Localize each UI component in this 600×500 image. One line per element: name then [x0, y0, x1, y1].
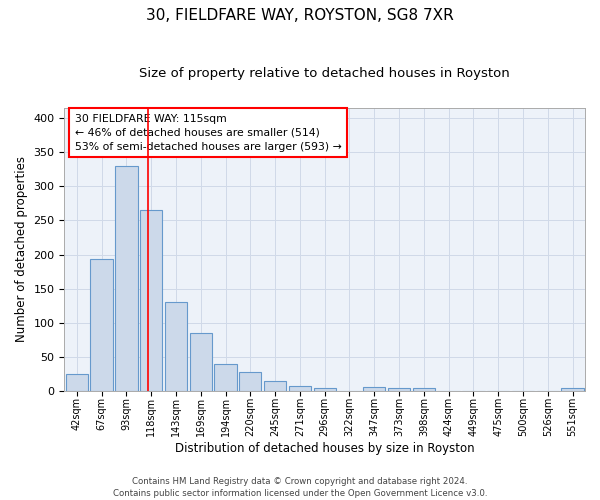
- Bar: [140, 210, 163, 391]
- Bar: [190, 333, 212, 391]
- Bar: [65, 374, 88, 391]
- X-axis label: Distribution of detached houses by size in Royston: Distribution of detached houses by size …: [175, 442, 475, 455]
- Bar: [264, 380, 286, 391]
- Bar: [562, 388, 584, 391]
- Text: 30 FIELDFARE WAY: 115sqm
← 46% of detached houses are smaller (514)
53% of semi-: 30 FIELDFARE WAY: 115sqm ← 46% of detach…: [75, 114, 341, 152]
- Title: Size of property relative to detached houses in Royston: Size of property relative to detached ho…: [139, 68, 510, 80]
- Text: 30, FIELDFARE WAY, ROYSTON, SG8 7XR: 30, FIELDFARE WAY, ROYSTON, SG8 7XR: [146, 8, 454, 22]
- Bar: [363, 388, 385, 391]
- Bar: [239, 372, 262, 391]
- Text: Contains HM Land Registry data © Crown copyright and database right 2024.
Contai: Contains HM Land Registry data © Crown c…: [113, 476, 487, 498]
- Bar: [214, 364, 236, 391]
- Bar: [289, 386, 311, 391]
- Bar: [165, 302, 187, 391]
- Bar: [91, 260, 113, 391]
- Bar: [314, 388, 336, 391]
- Bar: [413, 388, 435, 391]
- Bar: [388, 388, 410, 391]
- Bar: [115, 166, 137, 391]
- Y-axis label: Number of detached properties: Number of detached properties: [15, 156, 28, 342]
